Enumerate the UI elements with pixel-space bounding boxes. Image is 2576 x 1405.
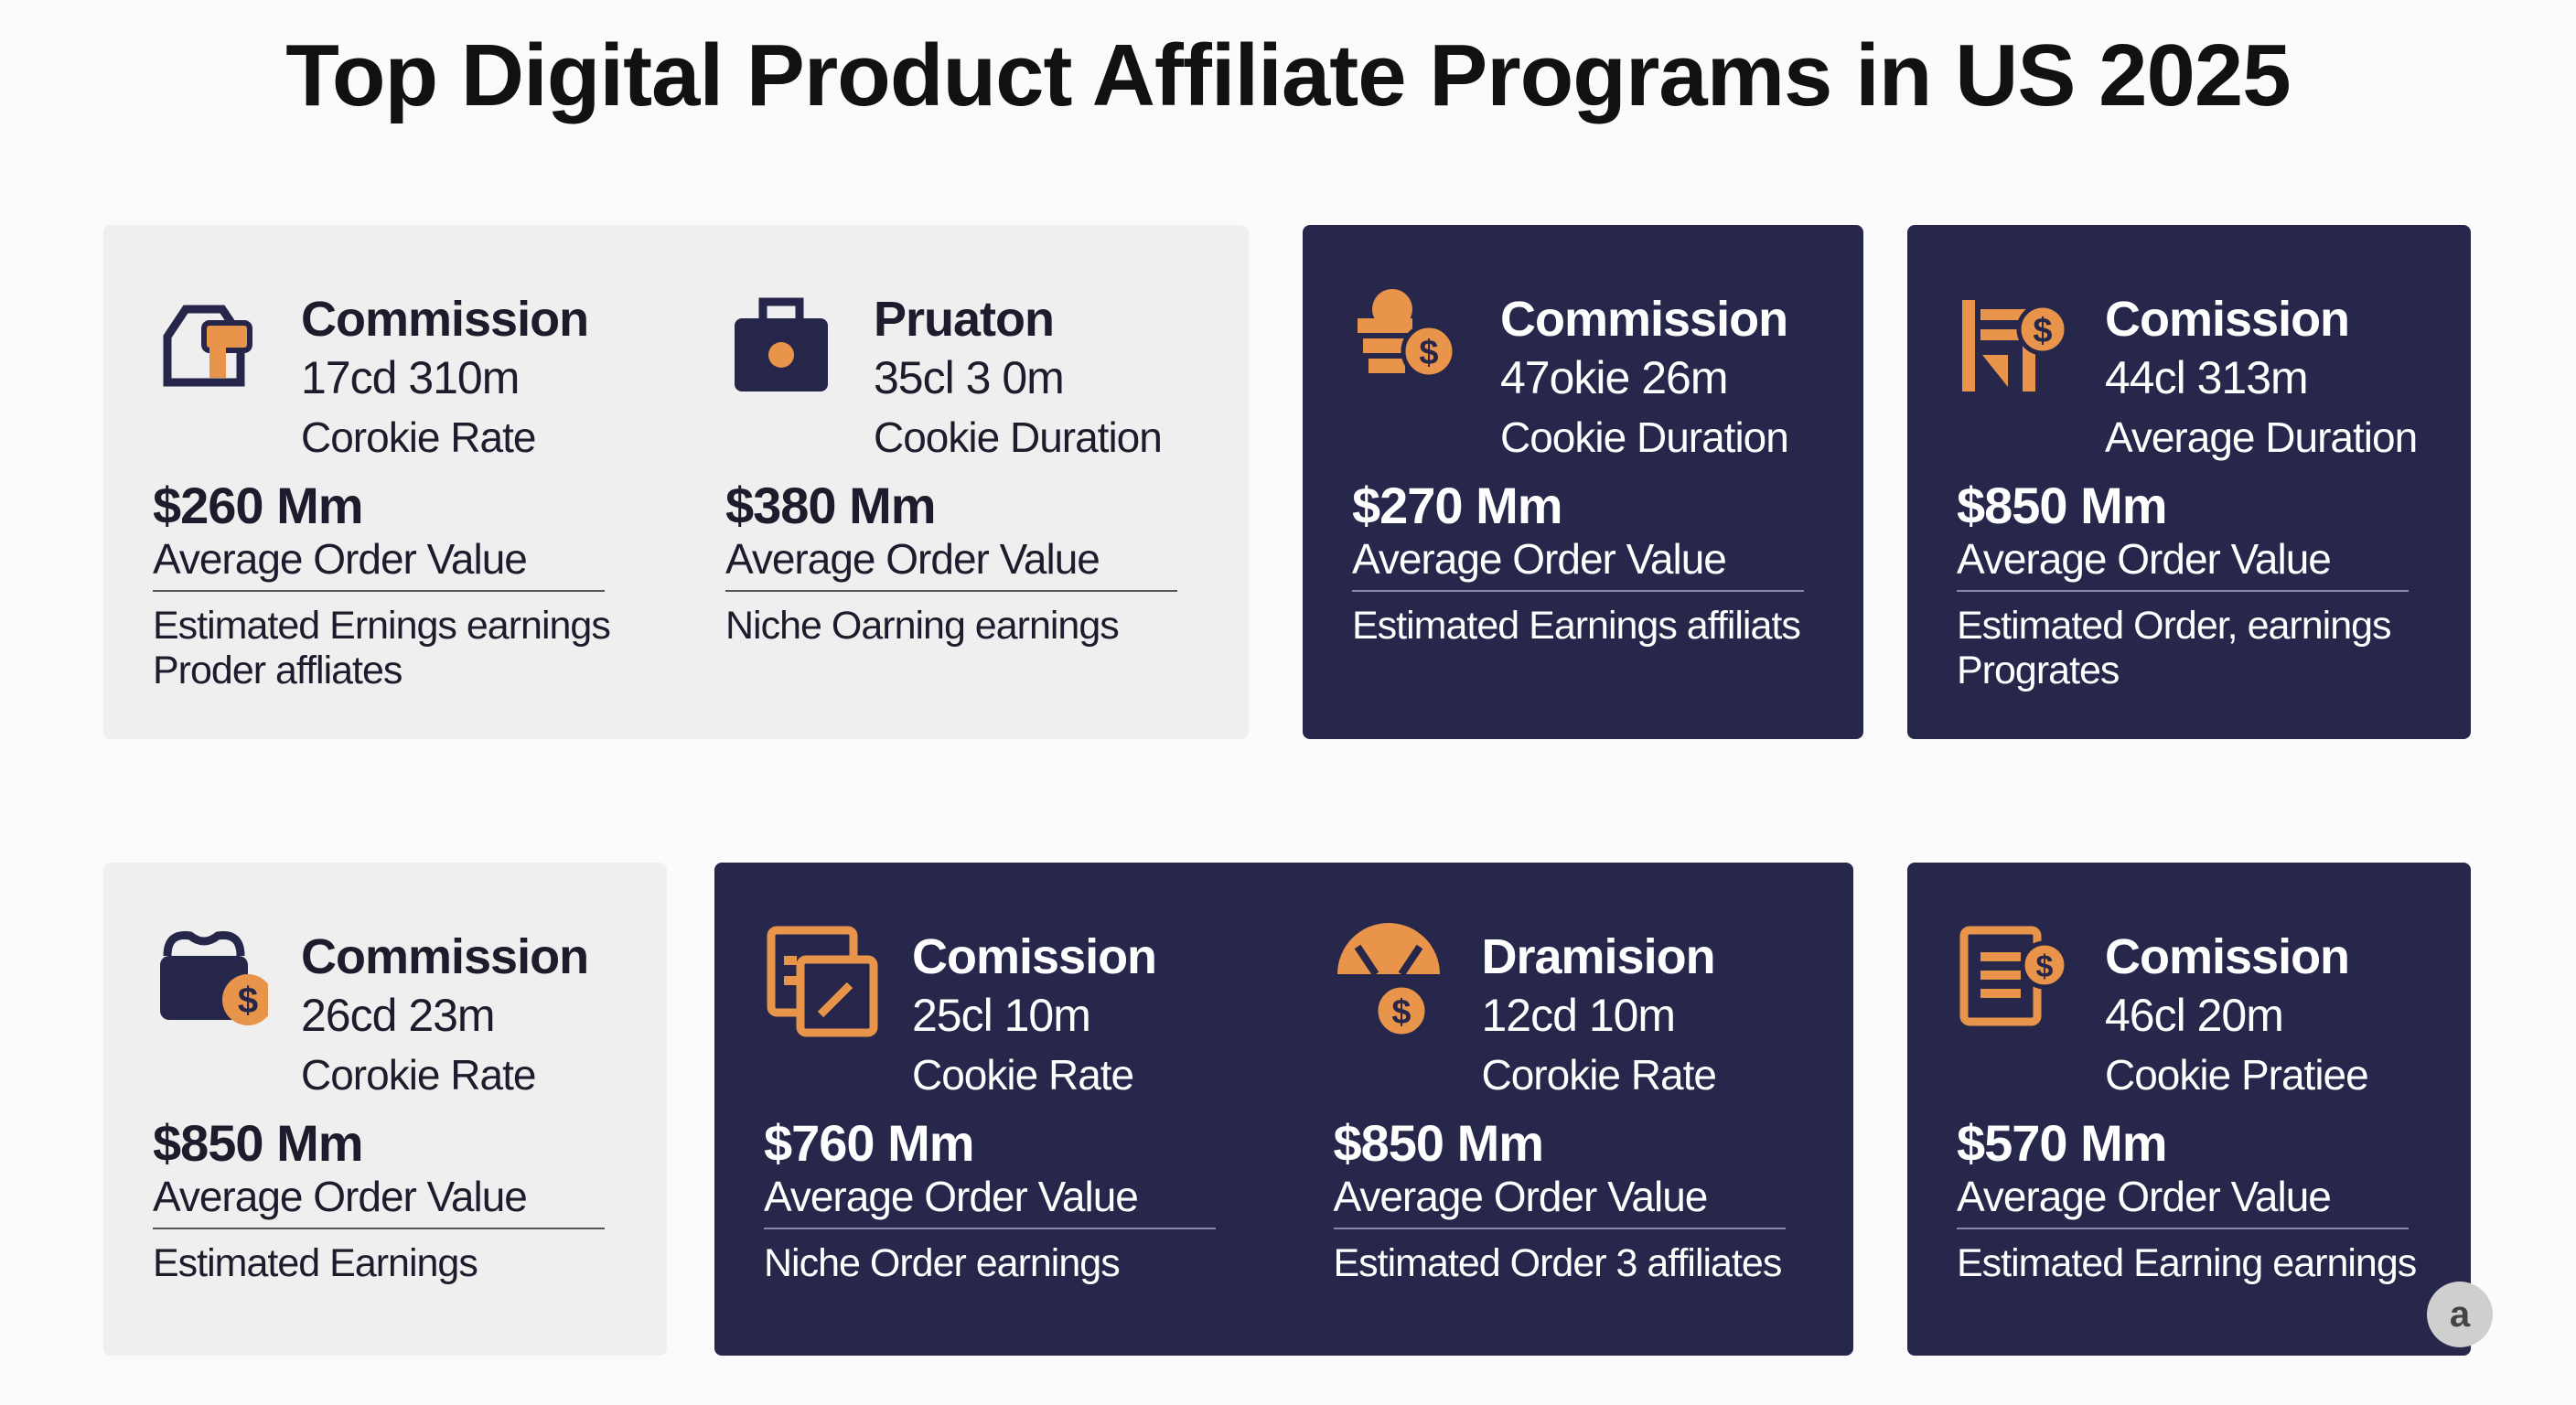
svg-text:$: $ <box>2033 312 2052 350</box>
price: $380 Mm <box>725 477 937 534</box>
note-line: Estimated Ernings earnings <box>153 604 611 648</box>
program-item: Commission 17cd 310m Corokie Rate $260 Mm Av… <box>103 225 676 739</box>
program-icon <box>735 297 828 391</box>
svg-text:$: $ <box>2036 949 2054 984</box>
price-label: Average Order Value <box>153 535 528 583</box>
program-item: $ Comission 44cl 313m Average Duration $850 … <box>1907 225 2471 739</box>
program-icon: $ <box>1962 300 2069 391</box>
divider <box>1957 590 2409 592</box>
divider <box>764 1228 1216 1229</box>
price-label: Average Order Value <box>764 1173 1139 1220</box>
note-line: Niche Order earnings <box>764 1241 1121 1285</box>
program-subtitle: Cookie Pratiee <box>2105 1051 2369 1099</box>
note-line: Niche Oarning earnings <box>725 604 1120 648</box>
note-line: Estimated Order 3 affiliates <box>1333 1241 1783 1285</box>
price-label: Average Order Value <box>725 535 1100 583</box>
program-title: Dramision <box>1481 929 1716 984</box>
divider <box>1352 590 1804 592</box>
program-item: $ Commission 47okie 26m Cookie Duration $270… <box>1303 225 1863 739</box>
svg-text:$: $ <box>1419 334 1438 372</box>
program-subtitle: Corokie Rate <box>301 413 536 461</box>
card: $ Commission 26cd 23m Corokie Rate $850 Mm Av… <box>103 863 667 1356</box>
program-title: Commission <box>301 929 589 984</box>
card: Comission 25cl 10m Cookie Rate $760 Mm Avera… <box>714 863 1853 1356</box>
price-label: Average Order Value <box>1957 1173 2332 1220</box>
price: $850 Mm <box>1957 477 2168 534</box>
card: $ Comission 46cl 20m Cookie Pratiee $570 Mm A… <box>1907 863 2471 1356</box>
program-value: 17cd 310m <box>301 352 520 403</box>
program-title: Comission <box>2105 929 2350 984</box>
note-line: Progrates <box>1957 649 2120 692</box>
program-icon: $ <box>1336 923 1440 1038</box>
price-label: Average Order Value <box>1957 535 2332 583</box>
program-value: 35cl 3 0m <box>874 352 1065 403</box>
price: $760 Mm <box>764 1114 975 1172</box>
note-line: Proder affliates <box>153 649 402 692</box>
price-label: Average Order Value <box>1352 535 1727 583</box>
note-line: Estimated Earnings <box>153 1241 478 1285</box>
card: $ Commission 47okie 26m Cookie Duration $270… <box>1303 225 1863 739</box>
price-label: Average Order Value <box>153 1173 528 1220</box>
program-value: 12cd 10m <box>1481 990 1677 1041</box>
note-line: Estimated Earnings affiliats <box>1352 604 1801 648</box>
svg-text:$: $ <box>238 981 258 1021</box>
program-item: $ Commission 26cd 23m Corokie Rate $850 Mm Av… <box>103 863 667 1356</box>
note-line: Estimated Earning earnings <box>1957 1241 2417 1285</box>
program-subtitle: Cookie Duration <box>1500 413 1789 461</box>
program-title: Pruaton <box>874 292 1055 347</box>
page-title: Top Digital Product Affiliate Programs i… <box>285 27 2291 124</box>
program-item: Comission 25cl 10m Cookie Rate $760 Mm Avera… <box>714 863 1284 1356</box>
card: Commission 17cd 310m Corokie Rate $260 Mm Av… <box>103 225 1249 739</box>
program-value: 44cl 313m <box>2105 352 2309 403</box>
price: $270 Mm <box>1352 477 1563 534</box>
card: $ Comission 44cl 313m Average Duration $850 … <box>1907 225 2471 739</box>
divider <box>153 1228 605 1229</box>
program-value: 47okie 26m <box>1500 352 1728 403</box>
program-subtitle: Average Duration <box>2105 413 2418 461</box>
divider <box>153 590 605 592</box>
program-value: 25cl 10m <box>912 990 1091 1041</box>
program-title: Comission <box>2105 292 2350 347</box>
program-item: $ Comission 46cl 20m Cookie Pratiee $570 Mm A… <box>1907 863 2471 1356</box>
program-icon <box>767 926 878 1037</box>
program-icon: $ <box>1959 926 2069 1026</box>
program-icon <box>163 305 252 387</box>
divider <box>725 590 1177 592</box>
program-subtitle: Corokie Rate <box>1481 1051 1717 1099</box>
program-title: Commission <box>1500 292 1788 347</box>
program-subtitle: Cookie Rate <box>912 1051 1134 1099</box>
program-icon: $ <box>1358 289 1457 380</box>
program-item: Pruaton 35cl 3 0m Cookie Duration $380 Mm Av… <box>676 225 1249 739</box>
program-value: 26cd 23m <box>301 990 496 1041</box>
svg-text:$: $ <box>1391 993 1411 1032</box>
program-item: $ Dramision 12cd 10m Corokie Rate $850 Mm Ave… <box>1284 863 1854 1356</box>
divider <box>1957 1228 2409 1229</box>
divider <box>1333 1228 1786 1229</box>
program-subtitle: Corokie Rate <box>301 1051 536 1099</box>
program-subtitle: Cookie Duration <box>874 413 1163 461</box>
price: $570 Mm <box>1957 1114 2168 1172</box>
badge: a <box>2427 1282 2493 1347</box>
note-line: Estimated Order, earnings <box>1957 604 2392 648</box>
program-title: Comission <box>912 929 1157 984</box>
price-label: Average Order Value <box>1333 1173 1709 1220</box>
program-icon: $ <box>160 930 268 1025</box>
program-value: 46cl 20m <box>2105 990 2284 1041</box>
price: $850 Mm <box>153 1114 364 1172</box>
price: $850 Mm <box>1333 1114 1545 1172</box>
price: $260 Mm <box>153 477 364 534</box>
program-title: Commission <box>301 292 589 347</box>
